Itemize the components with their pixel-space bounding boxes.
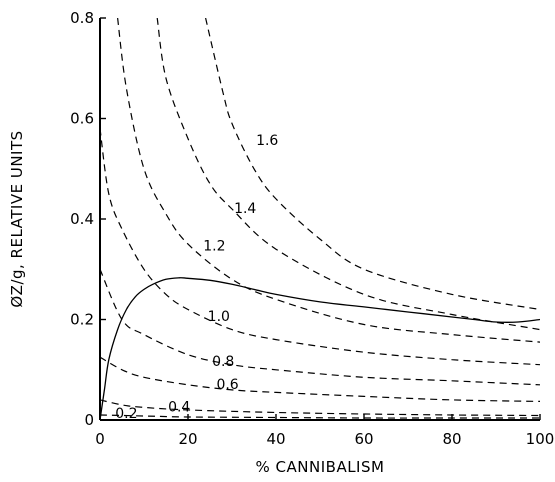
contour-label-0-8: 0.8 (212, 354, 234, 370)
x-axis-label: % CANNIBALISM (256, 458, 385, 476)
contour-line-0-6 (100, 356, 540, 402)
x-tick-label: 100 (526, 430, 555, 448)
x-tick-label: 80 (442, 430, 461, 448)
contour-label-1-0: 1.0 (208, 309, 230, 325)
y-tick-label: 0.4 (70, 210, 94, 228)
x-tick-label: 20 (178, 430, 197, 448)
contour-label-1-6: 1.6 (256, 133, 278, 149)
y-tick-label: 0.2 (70, 311, 94, 329)
curves-group (100, 18, 540, 420)
x-tick-label: 60 (354, 430, 373, 448)
contour-label-0-2: 0.2 (115, 406, 137, 422)
plot-area: 0.2 0.4 0.6 0.8 1.0 1.2 1.4 1.6 (100, 18, 540, 422)
contour-label-1-2: 1.2 (203, 239, 225, 255)
x-tick-label: 40 (266, 430, 285, 448)
contour-label-0-6: 0.6 (216, 377, 238, 393)
contour-label-1-4: 1.4 (234, 201, 256, 217)
contour-line-0-4 (100, 399, 540, 417)
y-tick-label: 0.6 (70, 110, 94, 128)
ticks: 0 20 40 60 80 100 0 0.2 0.4 0.6 0.8 (70, 9, 554, 448)
contour-line-1-6 (205, 18, 540, 311)
y-tick-label: 0 (84, 411, 94, 429)
contour-line-0-8 (100, 269, 540, 386)
contour-line-1-4 (156, 18, 540, 331)
y-tick-label: 0.8 (70, 9, 94, 27)
solid-curve (100, 277, 540, 420)
contour-label-0-4: 0.4 (168, 399, 190, 415)
contour-line-1-2 (117, 18, 540, 343)
contour-line-1-0 (100, 128, 540, 366)
y-axis-label: ØZ/g, RELATIVE UNITS (8, 130, 26, 307)
x-tick-label: 0 (95, 430, 105, 448)
